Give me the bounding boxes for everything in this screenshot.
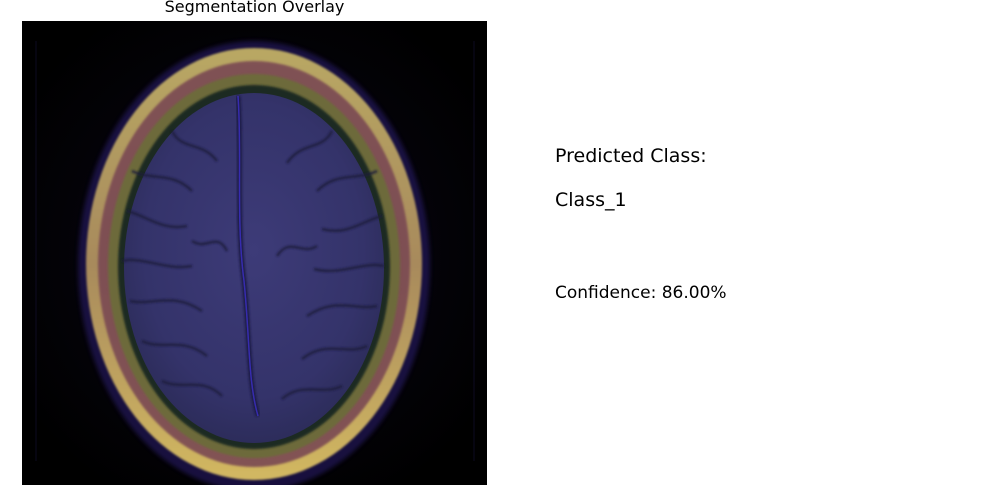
confidence-text: Confidence: 86.00% [555,283,727,303]
predicted-class-value: Class_1 [555,189,627,211]
predicted-class-label: Predicted Class: [555,145,707,167]
overlay-title: Segmentation Overlay [164,0,345,16]
brain-scan-graphic [22,21,487,485]
segmentation-overlay-image [22,21,487,485]
